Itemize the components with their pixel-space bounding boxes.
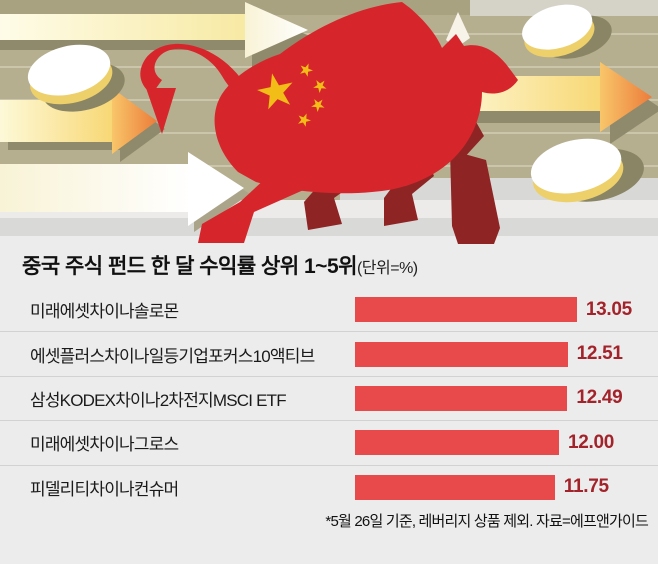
fund-name: 피델리티차이나컨슈머: [30, 479, 179, 499]
fund-name: 에셋플러스차이나일등기업포커스10액티브: [30, 346, 315, 366]
return-value: 12.49: [576, 387, 623, 409]
return-value: 12.51: [576, 343, 623, 365]
return-bar: [355, 430, 559, 456]
table-row: 삼성KODEX차이나2차전지MSCI ETF 12.49: [0, 375, 658, 420]
arrow-right-icon: [0, 152, 250, 232]
return-bar: [355, 474, 555, 500]
bull-icon: [140, 2, 518, 244]
return-bar: [355, 341, 568, 367]
arrow-right-icon: [0, 88, 165, 162]
fund-rows: 미래에셋차이나솔로몬 13.05 에셋플러스차이나일등기업포커스10액티브 12…: [0, 288, 658, 509]
return-value: 11.75: [563, 476, 609, 498]
table-row: 에셋플러스차이나일등기업포커스10액티브 12.51: [0, 331, 658, 375]
chart-unit-label: (단위=%): [356, 260, 418, 277]
china-star-icon: [254, 61, 330, 128]
chart-title-text: 중국 주식 펀드 한 달 수익률 상위 1~5위: [22, 255, 357, 278]
fund-name: 삼성KODEX차이나2차전지MSCI ETF: [30, 390, 287, 410]
coin-icon: [522, 4, 612, 59]
fund-name: 미래에셋차이나그로스: [30, 435, 179, 455]
fund-return-chart: 중국 주식 펀드 한 달 수익률 상위 1~5위(단위=%) 미래에셋차이나솔로…: [0, 236, 658, 564]
striped-background: [0, 0, 658, 202]
coin-icon: [530, 138, 644, 203]
return-value: 13.05: [585, 298, 632, 320]
header-illustration: [0, 0, 658, 244]
arrow-right-icon: [0, 2, 316, 68]
table-row: 미래에셋차이나그로스 12.00: [0, 420, 658, 464]
return-bar: [355, 385, 568, 411]
chart-footnote: *5월 26일 기준, 레버리지 상품 제외. 자료=에프앤가이드: [325, 513, 648, 530]
chart-title: 중국 주식 펀드 한 달 수익률 상위 1~5위(단위=%): [22, 250, 418, 280]
table-row: 미래에셋차이나솔로몬 13.05: [0, 288, 658, 331]
table-row: 피델리티차이나컨슈머 11.75: [0, 464, 658, 509]
fund-name: 미래에셋차이나솔로몬: [30, 302, 179, 322]
arrow-right-icon: [440, 62, 658, 144]
coin-icon: [27, 44, 125, 112]
return-value: 12.00: [568, 431, 615, 453]
return-bar: [355, 297, 577, 323]
ground: [0, 178, 658, 236]
